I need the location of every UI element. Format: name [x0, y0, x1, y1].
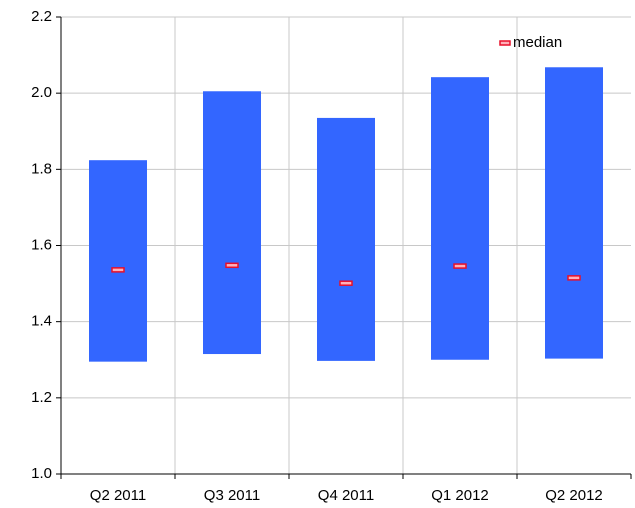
y-tick-label: 1.4 — [31, 313, 52, 330]
range-bar — [317, 117, 375, 361]
range-bar — [89, 160, 147, 362]
median-marker — [225, 262, 239, 269]
median-marker — [453, 263, 467, 269]
range-bar — [545, 67, 603, 359]
x-tick-label: Q1 2012 — [431, 487, 489, 504]
y-tick-label: 1.8 — [31, 160, 52, 177]
median-marker — [567, 275, 581, 281]
legend-label: median — [513, 34, 562, 51]
range-bar — [431, 77, 489, 360]
x-tick-label: Q4 2011 — [318, 487, 374, 504]
y-tick-label: 2.0 — [31, 84, 52, 101]
median-marker — [339, 280, 353, 286]
y-tick-label: 1.6 — [31, 236, 52, 253]
y-tick-label: 2.2 — [31, 8, 52, 25]
x-tick-label: Q2 2011 — [90, 487, 146, 504]
legend-marker — [499, 40, 511, 46]
median-marker — [111, 267, 125, 273]
y-tick-label: 1.2 — [31, 389, 52, 406]
x-tick-label: Q2 2012 — [545, 487, 603, 504]
y-tick-label: 1.0 — [31, 465, 52, 482]
x-tick-label: Q3 2011 — [204, 487, 260, 504]
range-bar — [203, 91, 261, 355]
